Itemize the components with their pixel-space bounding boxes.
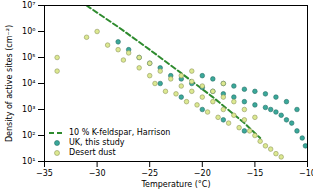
svg-text:10⁴: 10⁴ — [22, 79, 35, 88]
svg-text:10⁷: 10⁷ — [22, 1, 35, 10]
svg-text:−10: −10 — [299, 169, 313, 178]
svg-text:Density of active sites (cm⁻²): Density of active sites (cm⁻²) — [5, 25, 14, 142]
svg-text:−25: −25 — [141, 169, 158, 178]
html-text:10 % K-feldspar, Harrison: 10 % K-feldspar, Harrison — [69, 128, 171, 137]
html-text:UK, this study: UK, this study — [69, 138, 125, 147]
svg-text:Temperature (°C): Temperature (°C) — [140, 180, 210, 189]
svg-text:−30: −30 — [89, 169, 106, 178]
html-text:Desert dust: Desert dust — [69, 148, 116, 157]
svg-text:10³: 10³ — [22, 105, 35, 114]
svg-text:−15: −15 — [246, 169, 263, 178]
svg-text:−35: −35 — [36, 169, 53, 178]
svg-text:10⁶: 10⁶ — [22, 27, 35, 36]
svg-text:10¹: 10¹ — [22, 157, 35, 166]
svg-text:10⁵: 10⁵ — [22, 53, 35, 62]
svg-text:−20: −20 — [194, 169, 211, 178]
svg-text:10²: 10² — [22, 131, 35, 140]
